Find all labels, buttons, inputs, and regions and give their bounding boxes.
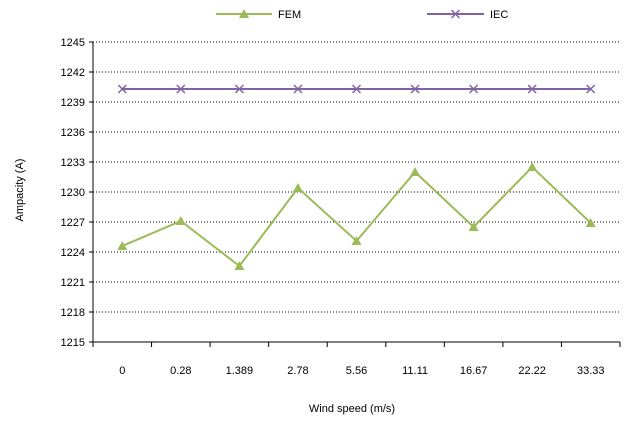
x-marker-stroke — [586, 84, 596, 94]
legend-item-fem: FEM — [216, 9, 301, 21]
triangle-marker — [351, 236, 362, 245]
x-marker-stroke — [469, 84, 479, 94]
x-tick-label: 11.11 — [402, 365, 428, 377]
legend-label: FEM — [278, 9, 301, 21]
x-marker — [234, 84, 244, 94]
legend-item-iec: IEC — [427, 9, 508, 21]
x-marker-stroke — [176, 84, 186, 94]
y-tick-label: 1239 — [61, 97, 85, 109]
x-marker-stroke — [410, 84, 420, 94]
y-tick-labels: 1215 1218 1221 1224 1227 1230 1233 1236 1239 1242… — [61, 37, 85, 349]
x-tick-labels: 0 0.28 1.389 2.78 5.56 11.11 16.67 22.22 33.33 — [119, 365, 604, 377]
y-tick-label: 1245 — [61, 37, 85, 49]
series-line — [121, 165, 592, 268]
y-tick-label: 1236 — [61, 127, 85, 139]
x-marker-stroke — [117, 84, 127, 94]
triangle-marker — [292, 183, 303, 192]
y-tick-label: 1224 — [61, 247, 85, 259]
y-axis-title: Ampacity (A) — [14, 159, 26, 222]
y-tick-label: 1227 — [61, 217, 85, 229]
legend: FEM IEC — [216, 9, 508, 21]
triangle-marker — [410, 167, 421, 176]
x-marker-stroke — [450, 9, 461, 19]
x-marker-stroke — [351, 84, 362, 94]
x-tick-label: 16.67 — [460, 365, 488, 377]
triangle-marker — [468, 222, 479, 231]
x-marker — [586, 84, 596, 94]
x-marker — [450, 9, 461, 19]
x-marker — [527, 84, 537, 94]
y-tick-label: 1230 — [61, 187, 85, 199]
x-tick-label: 5.56 — [346, 365, 367, 377]
x-marker — [469, 84, 479, 94]
x-tick-label: 33.33 — [577, 365, 605, 377]
y-tick-label: 1215 — [61, 337, 85, 349]
triangle-marker — [117, 241, 128, 250]
legend-label: IEC — [490, 9, 508, 21]
x-tick-label: 0 — [119, 365, 125, 377]
x-marker — [410, 84, 420, 94]
x-tick-label: 0.28 — [170, 365, 191, 377]
triangle-marker — [527, 162, 538, 171]
series-layer — [117, 84, 596, 270]
x-axis-title: Wind speed (m/s) — [309, 403, 395, 415]
axes — [89, 41, 621, 347]
gridlines — [93, 41, 620, 313]
x-tick-label: 1.389 — [226, 365, 254, 377]
triangle-marker — [234, 261, 245, 270]
x-tick-label: 2.78 — [287, 365, 308, 377]
x-marker-stroke — [293, 84, 303, 94]
series-iec — [117, 84, 596, 94]
triangle-marker — [239, 9, 249, 18]
x-tick-label: 22.22 — [518, 365, 546, 377]
y-tick-label: 1233 — [61, 157, 85, 169]
y-tick-label: 1221 — [61, 277, 85, 289]
x-marker — [351, 84, 362, 94]
y-tick-label: 1218 — [61, 307, 85, 319]
x-marker — [176, 84, 186, 94]
x-marker-stroke — [527, 84, 537, 94]
x-marker — [293, 84, 303, 94]
triangle-marker — [175, 216, 186, 225]
x-marker — [117, 84, 127, 94]
x-marker-stroke — [234, 84, 244, 94]
triangle-marker — [585, 218, 596, 227]
series-fem — [117, 162, 596, 270]
y-tick-label: 1242 — [61, 67, 85, 79]
